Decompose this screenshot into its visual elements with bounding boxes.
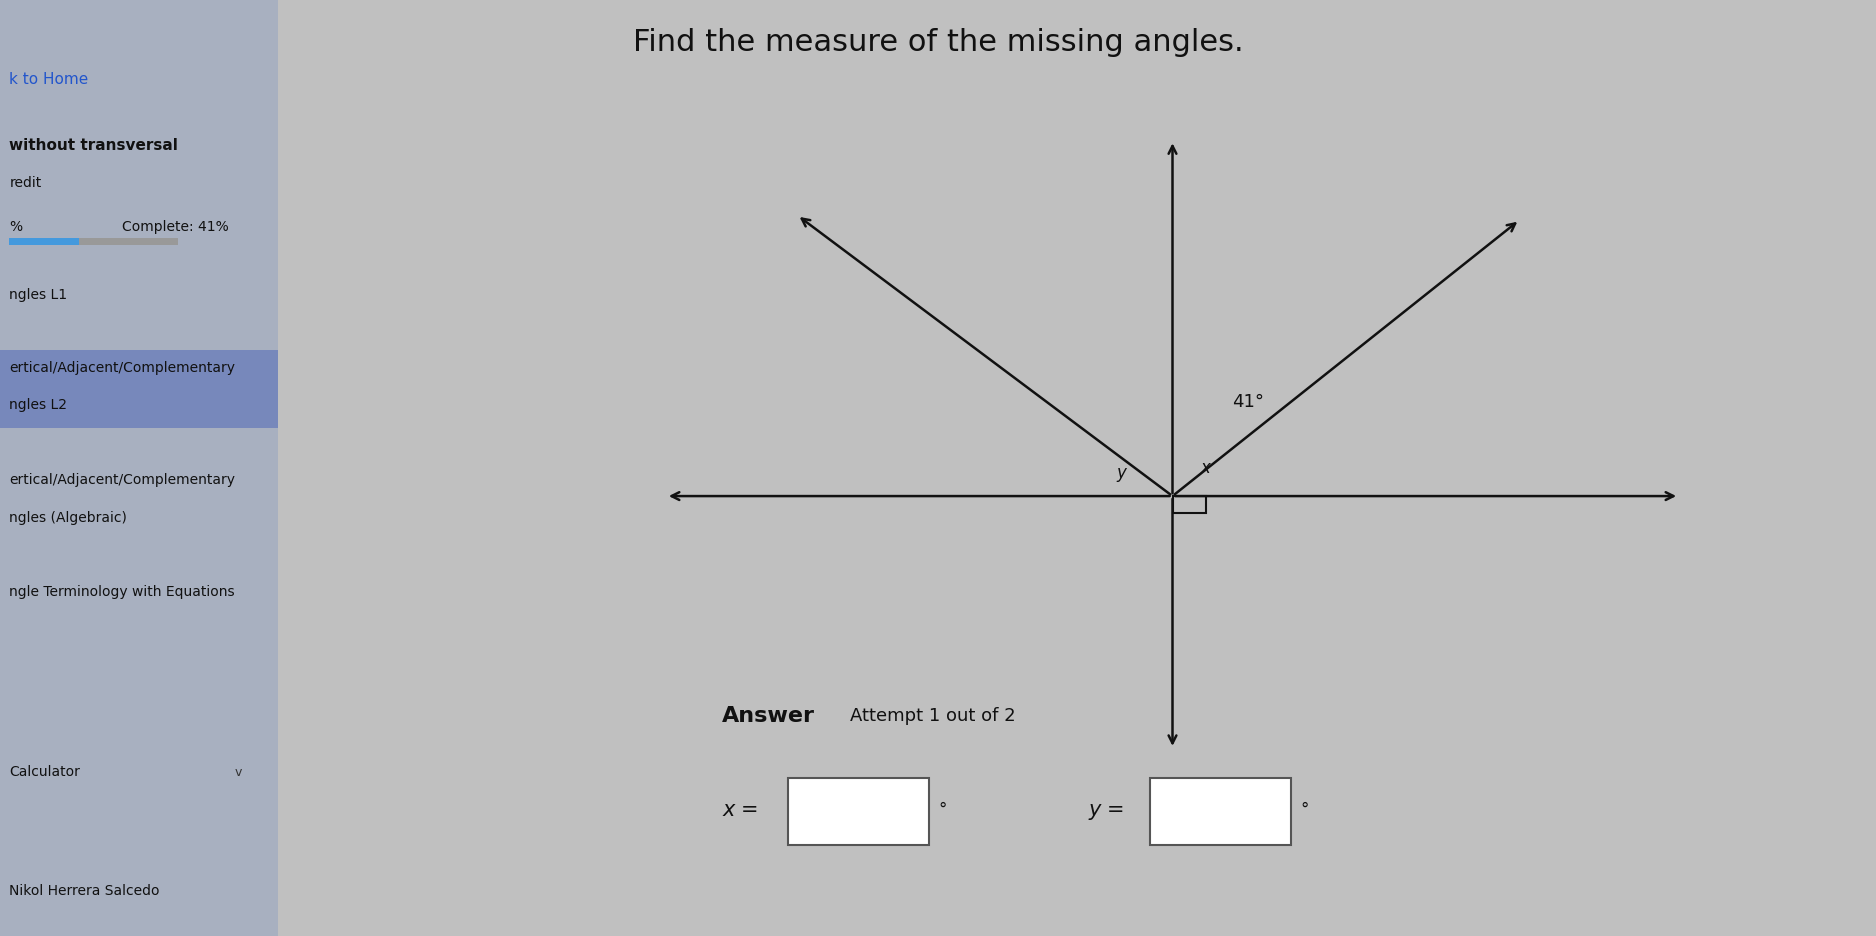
Text: y =: y = — [1088, 799, 1124, 820]
Text: ertical/Adjacent/Complementary: ertical/Adjacent/Complementary — [9, 474, 234, 487]
Text: Find the measure of the missing angles.: Find the measure of the missing angles. — [632, 28, 1244, 56]
Text: %: % — [9, 221, 23, 234]
Bar — [788, 778, 929, 845]
Bar — [1150, 778, 1291, 845]
Text: Answer: Answer — [722, 706, 816, 726]
Bar — [1172, 496, 1206, 513]
Bar — [0, 0, 278, 936]
Text: ngle Terminology with Equations: ngle Terminology with Equations — [9, 586, 234, 599]
Bar — [9, 238, 178, 245]
Text: Attempt 1 out of 2: Attempt 1 out of 2 — [850, 707, 1015, 725]
Text: x: x — [1201, 459, 1210, 477]
Text: ngles L2: ngles L2 — [9, 399, 68, 412]
Text: y: y — [1116, 463, 1126, 482]
Text: k to Home: k to Home — [9, 72, 88, 87]
Bar — [0, 350, 278, 428]
Text: ngles L1: ngles L1 — [9, 288, 68, 301]
Text: x =: x = — [722, 799, 758, 820]
Text: °: ° — [1300, 800, 1308, 819]
Text: ertical/Adjacent/Complementary: ertical/Adjacent/Complementary — [9, 361, 234, 374]
Text: 41°: 41° — [1233, 393, 1264, 412]
Bar — [9, 238, 79, 245]
Text: Calculator: Calculator — [9, 766, 81, 779]
Text: v: v — [234, 766, 242, 779]
Text: Complete: 41%: Complete: 41% — [122, 221, 229, 234]
Text: °: ° — [938, 800, 946, 819]
Text: redit: redit — [9, 176, 41, 189]
Text: Nikol Herrera Salcedo: Nikol Herrera Salcedo — [9, 885, 159, 898]
Text: ngles (Algebraic): ngles (Algebraic) — [9, 511, 128, 524]
Text: without transversal: without transversal — [9, 138, 178, 153]
